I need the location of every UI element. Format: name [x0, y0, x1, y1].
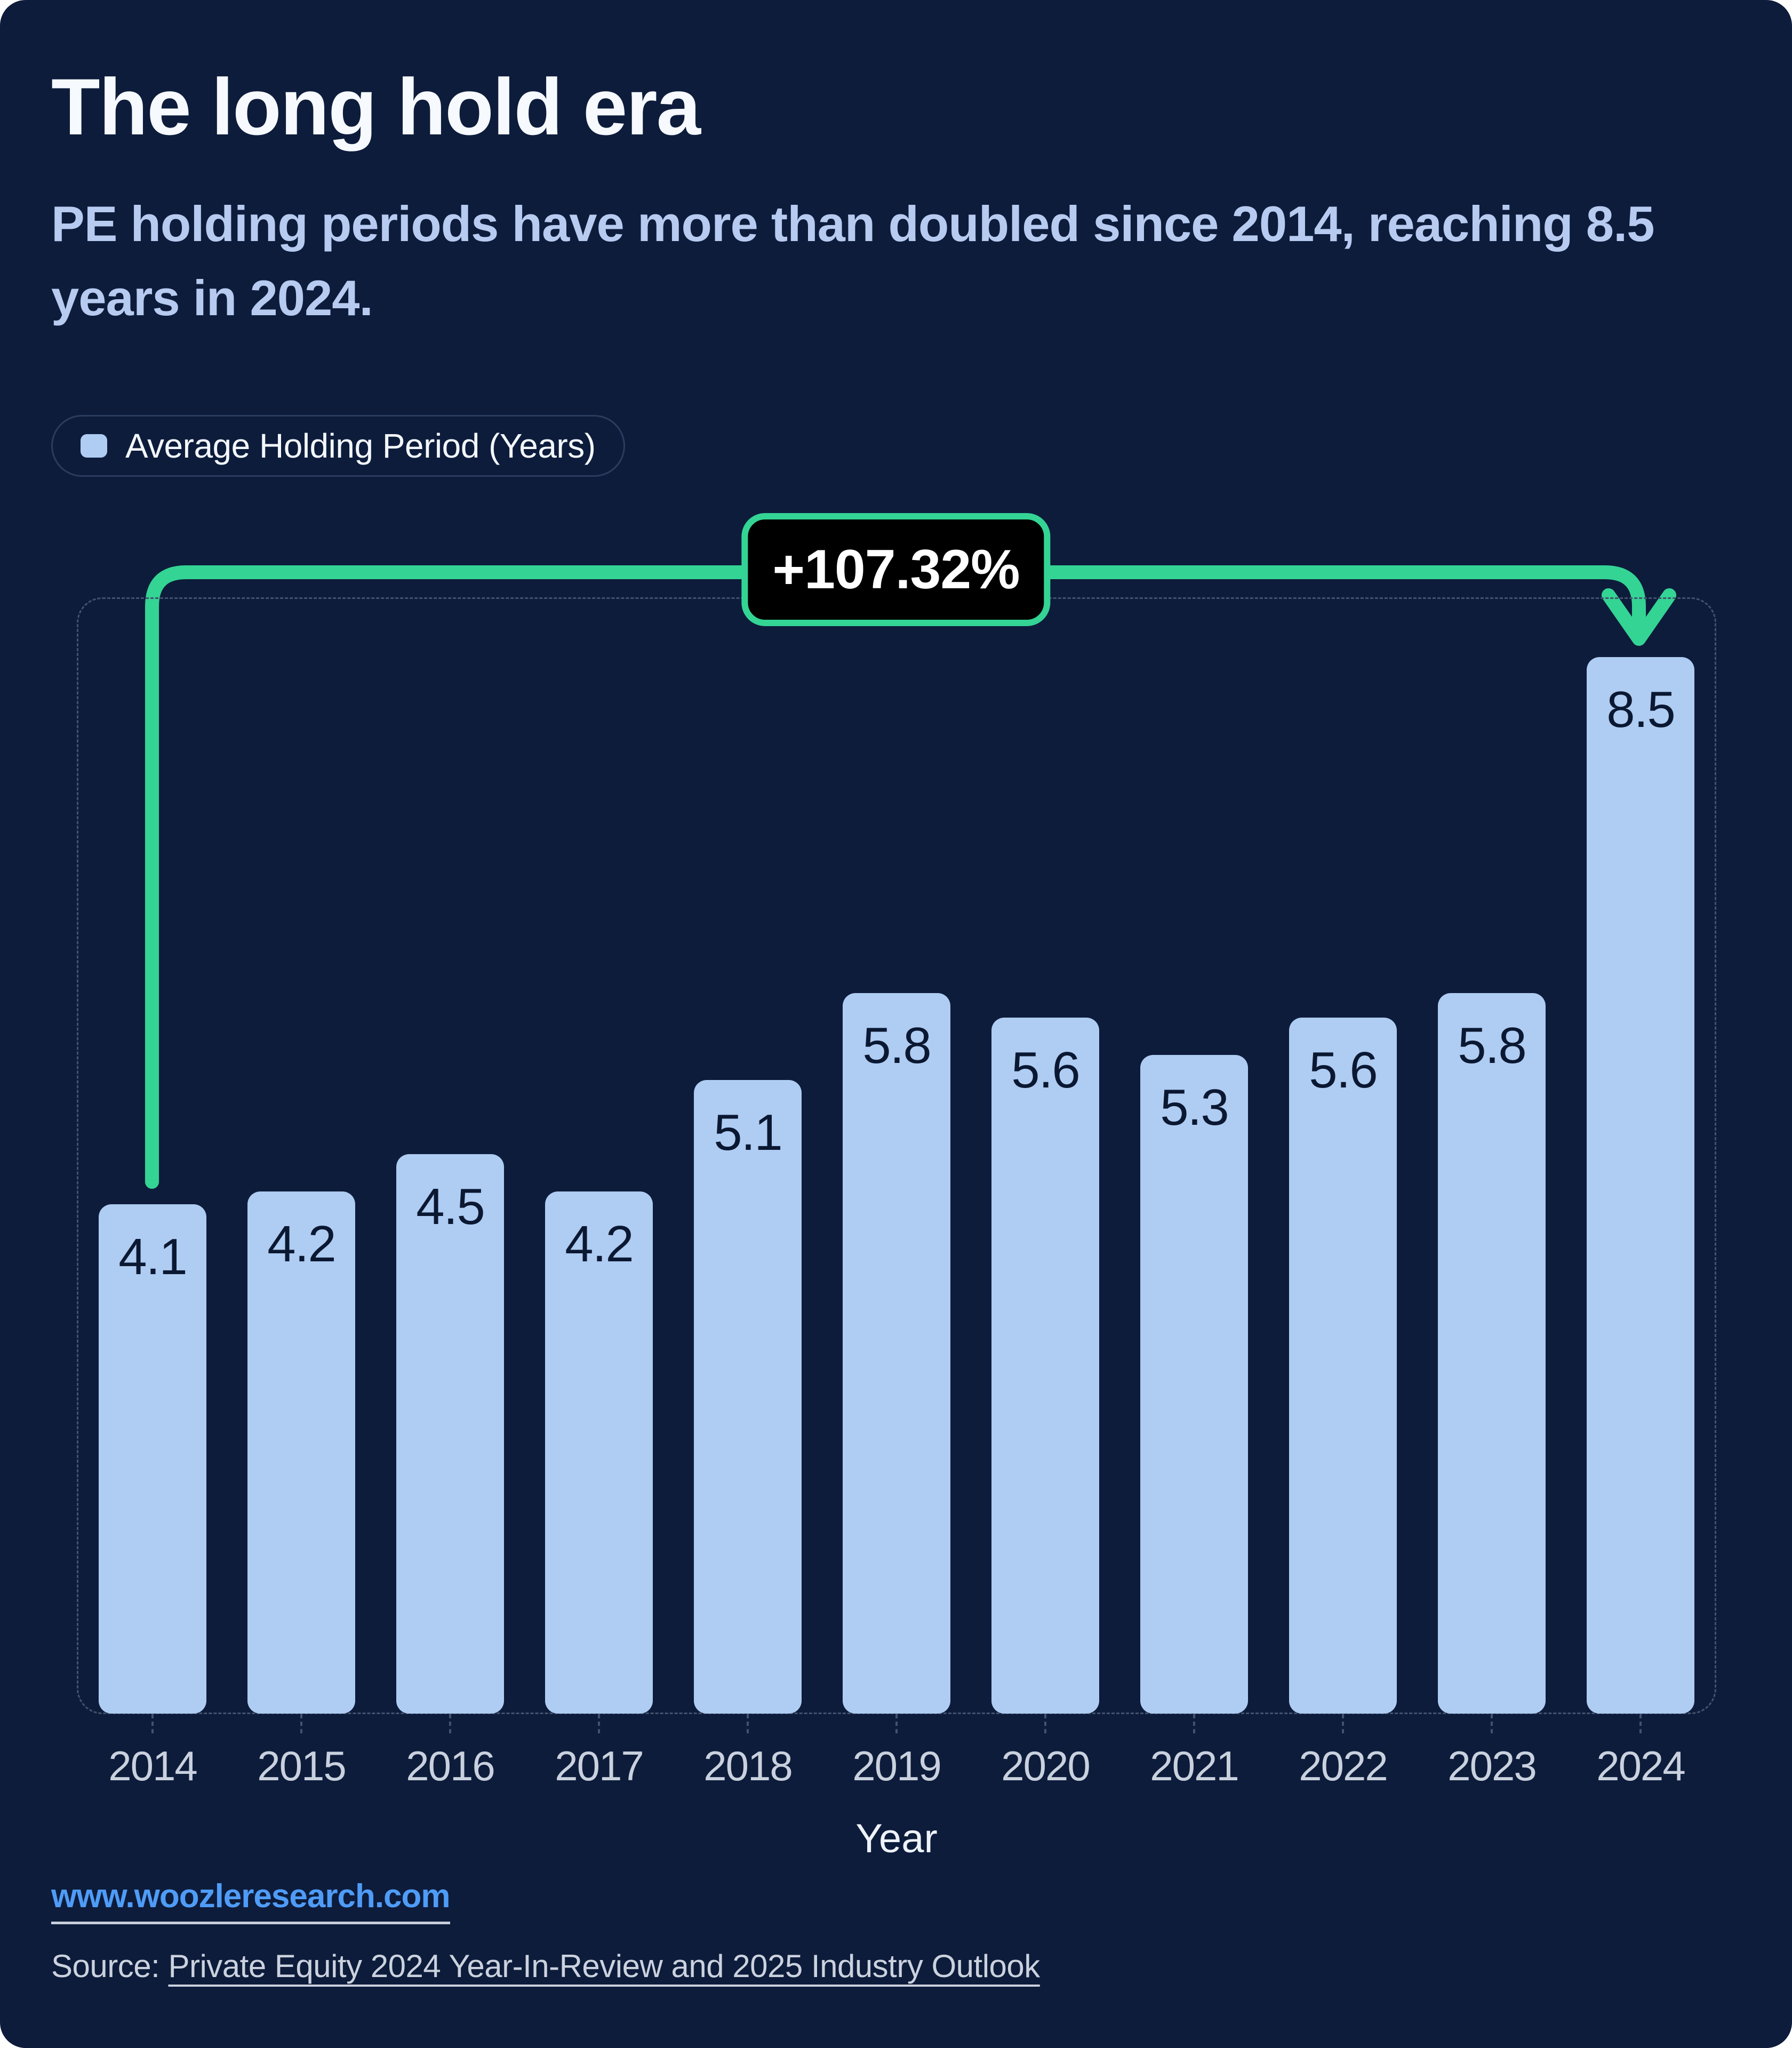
source-prefix: Source:: [51, 1948, 169, 1984]
x-axis-tick: [449, 1714, 451, 1733]
x-axis-cell-2017: 2017: [545, 1714, 653, 1790]
bar-value-label: 4.2: [565, 1215, 634, 1273]
x-axis-tick: [300, 1714, 302, 1733]
bar-value-label: 5.6: [1011, 1042, 1080, 1099]
bar-2020: 5.6: [991, 1018, 1099, 1714]
bar-value-label: 8.5: [1606, 681, 1675, 738]
x-axis-label: 2020: [1001, 1742, 1091, 1789]
bar-2023: 5.8: [1438, 993, 1546, 1714]
x-axis-label: 2017: [555, 1742, 644, 1789]
bar-2018: 5.1: [694, 1080, 802, 1714]
x-axis-label: 2014: [108, 1742, 198, 1789]
source-line: Source: Private Equity 2024 Year-In-Revi…: [51, 1948, 1040, 1985]
x-axis-title: Year: [855, 1816, 938, 1861]
bar-2022: 5.6: [1289, 1018, 1397, 1714]
bar-2019: 5.8: [843, 993, 950, 1714]
bar-value-label: 5.8: [862, 1017, 931, 1074]
bar-value-label: 5.8: [1458, 1017, 1526, 1074]
x-axis-cell-2015: 2015: [247, 1714, 355, 1790]
bar-2015: 4.2: [247, 1191, 355, 1714]
bar-2016: 4.5: [396, 1154, 504, 1714]
x-axis-label: 2016: [406, 1742, 495, 1789]
legend-pill[interactable]: Average Holding Period (Years): [51, 415, 625, 477]
bar-2021: 5.3: [1140, 1055, 1248, 1714]
x-axis-tick: [1342, 1714, 1344, 1733]
x-axis-label: 2015: [257, 1742, 347, 1789]
percent-change-value: +107.32%: [772, 538, 1020, 601]
x-axis-tick: [598, 1714, 600, 1733]
bar-value-label: 5.6: [1309, 1042, 1378, 1099]
x-axis-tick: [1491, 1714, 1493, 1733]
x-axis-tick: [895, 1714, 898, 1733]
x-axis-cell-2022: 2022: [1289, 1714, 1397, 1790]
chart-subtitle: PE holding periods have more than double…: [51, 196, 1654, 326]
source-link[interactable]: Private Equity 2024 Year-In-Review and 2…: [168, 1948, 1040, 1984]
x-axis-tick: [151, 1714, 154, 1733]
bar-value-label: 4.5: [416, 1178, 485, 1235]
x-axis-label: 2022: [1299, 1742, 1388, 1789]
x-axis-label: 2018: [703, 1742, 793, 1789]
x-axis-cell-2023: 2023: [1438, 1714, 1546, 1790]
bar-value-label: 4.1: [118, 1228, 187, 1285]
legend-swatch-icon: [81, 434, 107, 458]
bar-value-label: 5.1: [714, 1104, 782, 1161]
x-axis-cell-2018: 2018: [694, 1714, 802, 1790]
bar-value-label: 4.2: [267, 1215, 336, 1273]
x-axis: 2014 2015 2016 2017 2018 2019 2020 2021 2022 2023…: [77, 1714, 1716, 1790]
x-axis-cell-2016: 2016: [396, 1714, 504, 1790]
website-link[interactable]: www.woozleresearch.com: [51, 1877, 451, 1924]
x-axis-cell-2021: 2021: [1140, 1714, 1248, 1790]
legend-label: Average Holding Period (Years): [125, 427, 596, 465]
bar-2014: 4.1: [99, 1204, 206, 1714]
x-axis-tick: [747, 1714, 749, 1733]
x-axis-label: 2021: [1150, 1742, 1239, 1789]
x-axis-cell-2024: 2024: [1587, 1714, 1694, 1790]
plot-area: 4.1 4.2 4.5 4.2 5.1 5.8 5.6 5.3 5.6 5.8 8.5: [77, 597, 1716, 1714]
x-axis-tick: [1639, 1714, 1642, 1733]
x-axis-label: 2024: [1596, 1742, 1686, 1789]
x-axis-tick: [1044, 1714, 1046, 1733]
x-axis-cell-2019: 2019: [843, 1714, 950, 1790]
x-axis-label: 2019: [852, 1742, 942, 1789]
percent-change-badge: +107.32%: [741, 513, 1051, 626]
bar-value-label: 5.3: [1160, 1079, 1229, 1136]
x-axis-cell-2014: 2014: [99, 1714, 206, 1790]
x-axis-cell-2020: 2020: [991, 1714, 1099, 1790]
x-axis-label: 2023: [1447, 1742, 1537, 1789]
bar-2024: 8.5: [1587, 657, 1694, 1714]
page-title: The long hold era: [51, 62, 701, 151]
x-axis-tick: [1193, 1714, 1195, 1733]
bars-container: 4.1 4.2 4.5 4.2 5.1 5.8 5.6 5.3 5.6 5.8 8.5: [78, 599, 1715, 1714]
bar-2017: 4.2: [545, 1191, 653, 1714]
